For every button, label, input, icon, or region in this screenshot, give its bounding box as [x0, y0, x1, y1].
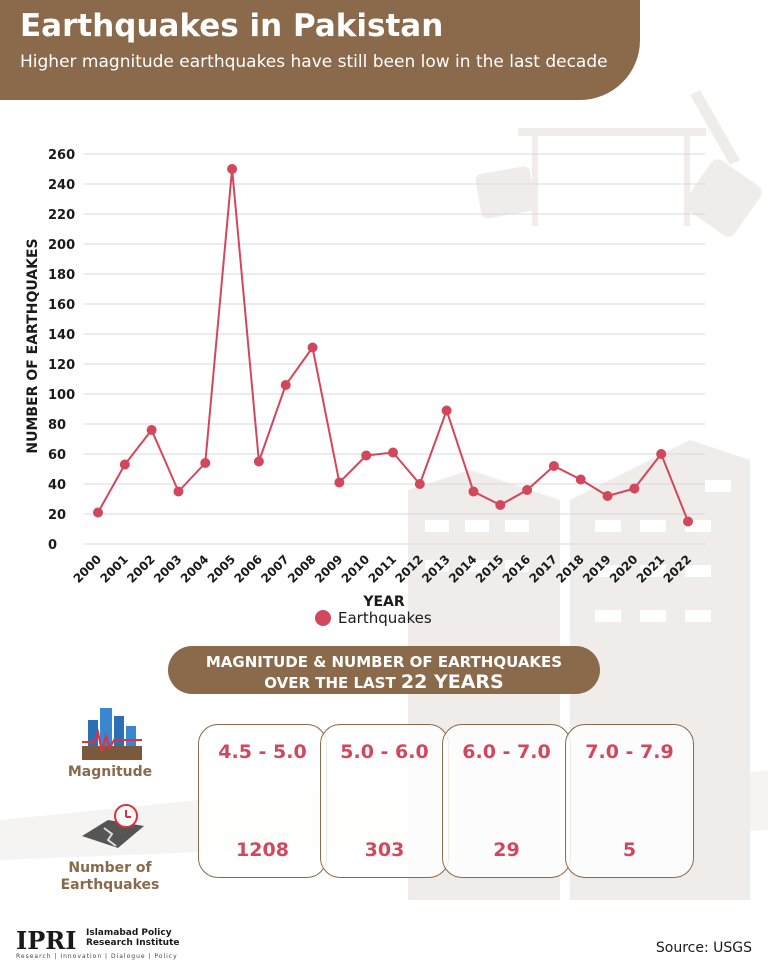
x-tick-label: 2011: [366, 552, 400, 586]
y-tick-label: 40: [48, 478, 66, 493]
ipri-logo: IPRI: [16, 926, 77, 955]
data-point: [119, 459, 130, 470]
source-note: Source: USGS: [655, 940, 752, 956]
data-point: [334, 477, 345, 488]
x-tick-label: 2022: [661, 552, 695, 586]
x-tick-label: 2017: [527, 552, 561, 586]
data-point: [656, 449, 667, 459]
data-point: [629, 483, 640, 494]
magnitude-range: 4.5 - 5.0: [218, 741, 307, 763]
data-point: [253, 456, 264, 467]
x-tick-label: 2016: [500, 552, 534, 586]
y-tick-label: 200: [48, 238, 75, 253]
count-row-label: Number of Earthquakes: [50, 860, 170, 894]
y-tick-label: 180: [48, 268, 75, 283]
y-tick-label: 0: [48, 538, 57, 553]
ipri-org-line1: Islamabad Policy: [86, 928, 172, 938]
ipri-org-line2: Research Institute: [86, 938, 180, 948]
data-point: [361, 450, 372, 461]
y-tick-label: 220: [48, 208, 75, 223]
data-point: [495, 500, 506, 510]
legend-marker: [315, 610, 331, 626]
data-point: [522, 485, 533, 495]
page-title: Earthquakes in Pakistan: [20, 8, 444, 44]
x-tick-label: 2005: [205, 552, 239, 586]
earthquake-count: 5: [622, 839, 637, 861]
data-point: [575, 474, 586, 485]
magnitude-card: 5.0 - 6.0 303: [320, 724, 449, 878]
x-tick-label: 2020: [607, 552, 641, 586]
count-row-label-line2: Earthquakes: [60, 877, 160, 893]
count-row-label-line1: Number of: [68, 860, 152, 876]
x-tick-label: 2013: [419, 552, 453, 586]
series-line: [97, 168, 689, 522]
legend-label: Earthquakes: [338, 609, 432, 627]
x-tick-label: 2008: [285, 552, 319, 586]
data-point: [200, 458, 211, 468]
y-tick-label: 120: [48, 358, 75, 373]
magnitude-card: 4.5 - 5.0 1208: [198, 724, 327, 878]
x-axis-label: YEAR: [362, 594, 405, 610]
magnitude-row-label: Magnitude: [67, 764, 153, 780]
y-tick-label: 140: [48, 328, 75, 343]
x-tick-label: 2019: [580, 552, 614, 586]
y-tick-label: 160: [48, 298, 75, 313]
data-point: [93, 507, 103, 518]
data-point: [414, 479, 425, 489]
data-point: [280, 380, 291, 390]
y-tick-label: 240: [48, 178, 75, 193]
data-point: [468, 486, 479, 497]
x-tick-label: 2014: [446, 552, 480, 586]
x-tick-label: 2007: [258, 552, 292, 586]
earthquake-count: 303: [364, 839, 405, 861]
x-tick-label: 2010: [339, 552, 373, 586]
ipri-tagline: Research | Innovation | Dialogue | Polic…: [16, 953, 178, 960]
earthquake-count: 1208: [236, 839, 289, 861]
data-point: [441, 405, 452, 416]
summary-title-years: 22 YEARS: [400, 671, 504, 693]
magnitude-range: 7.0 - 7.9: [585, 741, 674, 763]
earthquake-count: 29: [493, 839, 520, 861]
magnitude-range: 5.0 - 6.0: [340, 741, 429, 763]
summary-title-prefix: OVER THE LAST: [264, 674, 401, 692]
x-tick-label: 2021: [634, 552, 668, 586]
data-point: [173, 486, 184, 497]
x-tick-label: 2002: [124, 552, 158, 586]
y-axis-label: NUMBER OF EARTHQUAKES: [25, 238, 41, 453]
x-tick-label: 2009: [312, 552, 346, 586]
data-point: [683, 516, 693, 527]
x-tick-label: 2018: [553, 552, 587, 586]
x-tick-label: 2000: [71, 552, 105, 586]
header-banner: Earthquakes in Pakistan Higher magnitude…: [0, 0, 640, 100]
y-tick-label: 80: [48, 418, 66, 433]
x-tick-label: 2012: [392, 552, 426, 586]
page-subtitle: Higher magnitude earthquakes have still …: [20, 52, 608, 72]
data-point: [602, 491, 613, 501]
x-tick-label: 2006: [232, 552, 266, 586]
magnitude-card: 6.0 - 7.0 29: [442, 724, 571, 878]
summary-title-line2: OVER THE LAST 22 YEARS: [168, 671, 600, 693]
data-point: [388, 447, 398, 458]
summary-title-pill: MAGNITUDE & NUMBER OF EARTHQUAKES OVER T…: [168, 646, 600, 694]
y-tick-label: 60: [48, 448, 66, 463]
data-point: [548, 461, 559, 471]
ipri-org-name: Islamabad Policy Research Institute: [86, 928, 180, 948]
magnitude-card: 7.0 - 7.9 5: [565, 724, 694, 878]
city-seismograph-icon: [82, 708, 142, 760]
cracked-road-icon: [82, 804, 144, 848]
x-tick-label: 2004: [178, 552, 212, 586]
x-tick-label: 2003: [151, 552, 185, 586]
earthquakes-line-chart: 0 20 40 60 80 100 120 140 160 180 200 220 240 260 2000…: [25, 148, 705, 627]
data-point: [146, 425, 157, 435]
x-tick-label: 2001: [97, 552, 131, 586]
data-point: [227, 164, 238, 174]
y-tick-label: 260: [48, 148, 75, 163]
magnitude-range: 6.0 - 7.0: [462, 741, 551, 763]
y-tick-label: 20: [48, 508, 66, 523]
data-point: [307, 342, 318, 353]
x-tick-label: 2015: [473, 552, 507, 586]
y-tick-label: 100: [48, 388, 75, 403]
summary-title-line1: MAGNITUDE & NUMBER OF EARTHQUAKES: [205, 653, 563, 671]
